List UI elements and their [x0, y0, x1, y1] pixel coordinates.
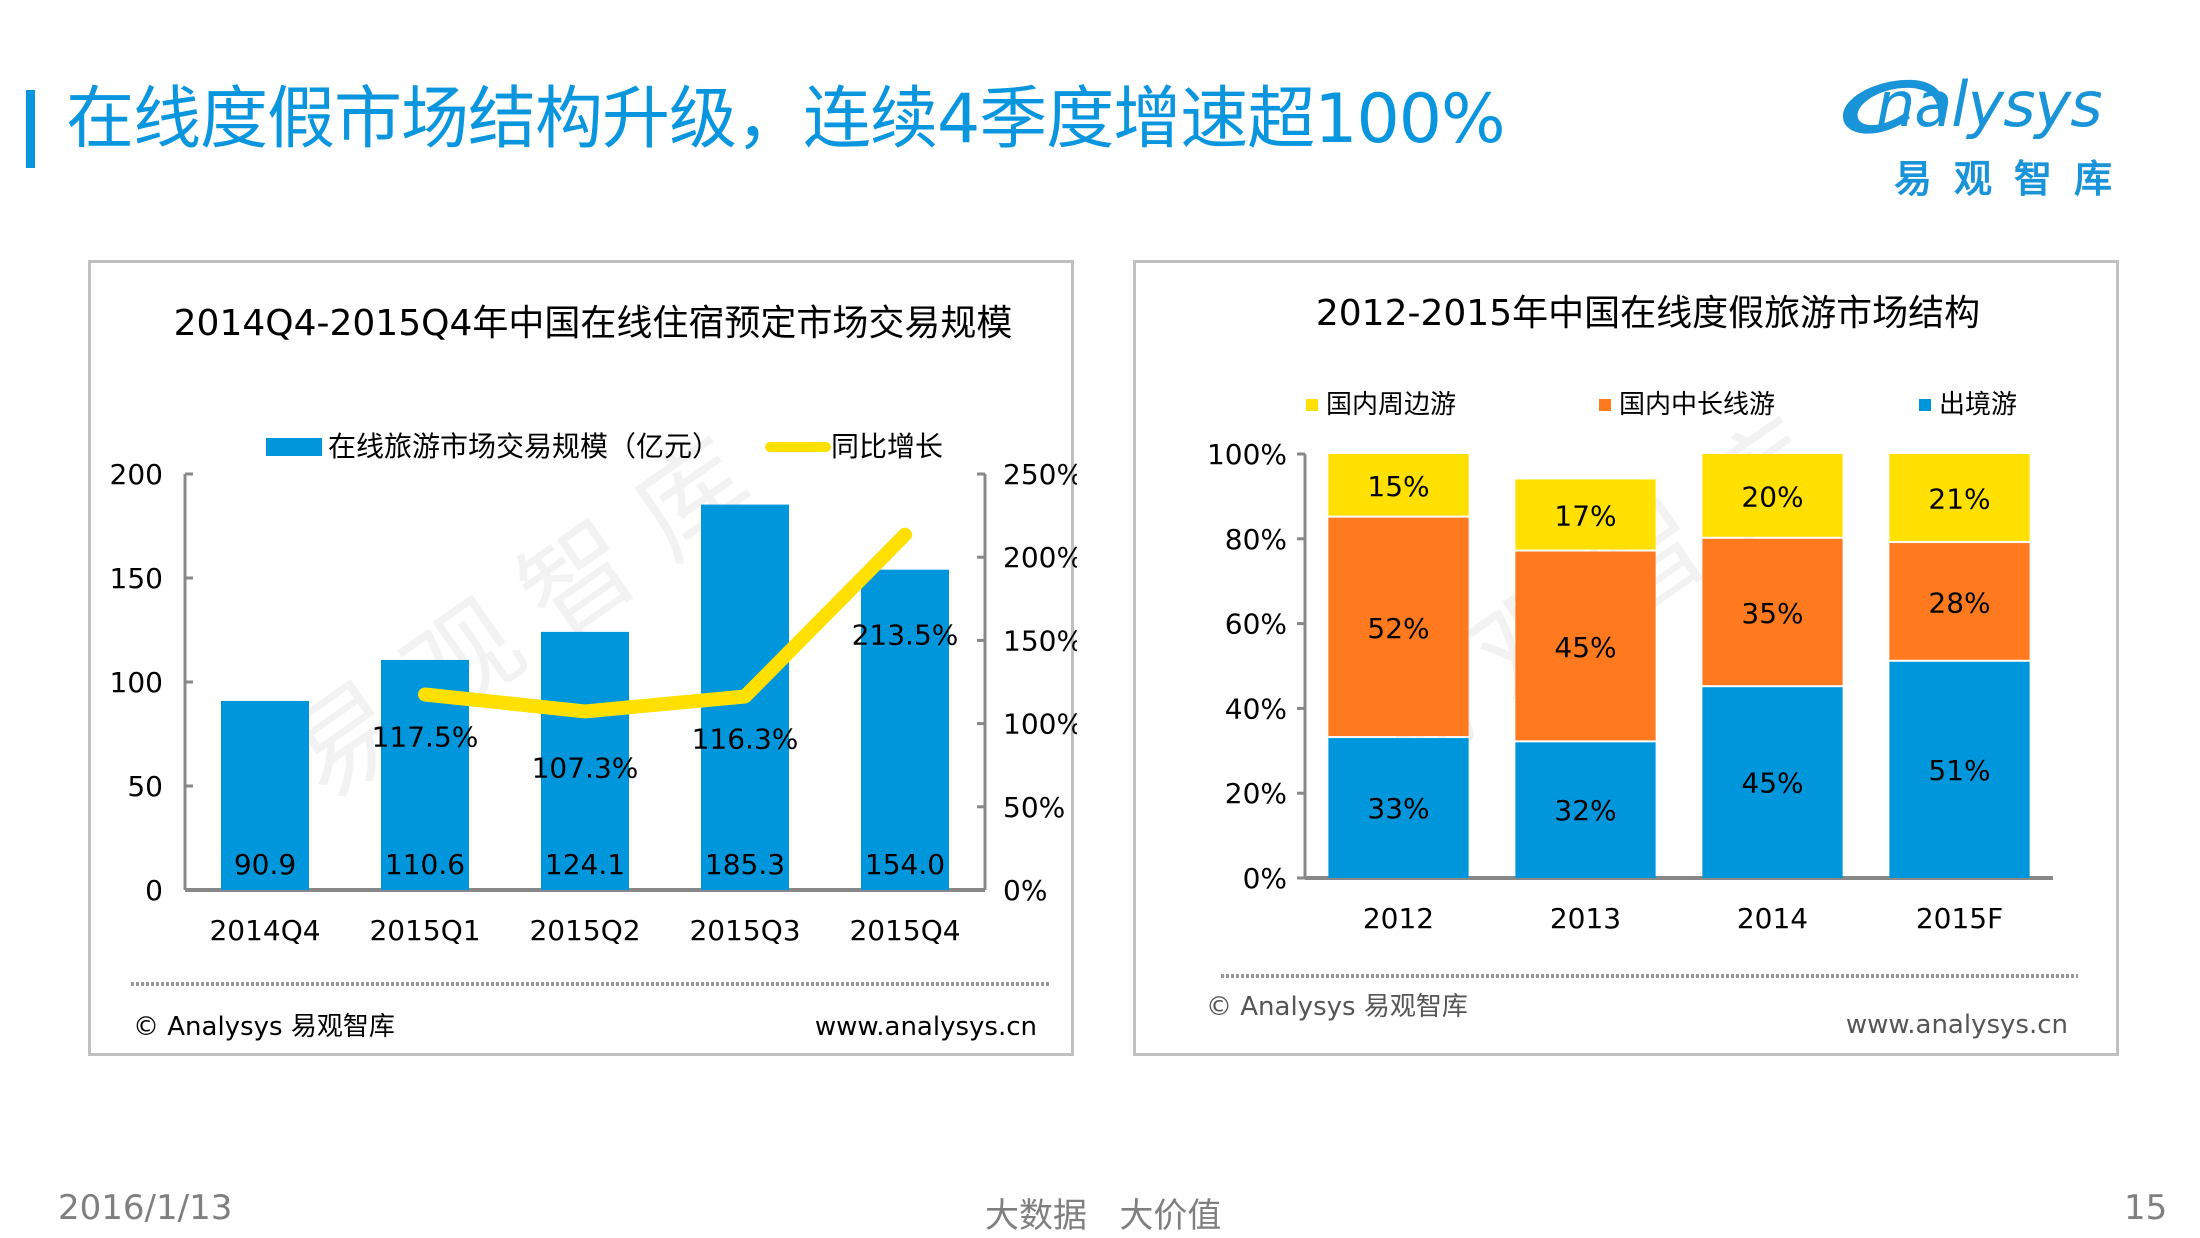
bar: [221, 700, 309, 890]
stacked-bar-segment: [1889, 454, 2030, 542]
y-tick-label-right: 50%: [1003, 791, 1065, 824]
y-tick-label-left: 50: [127, 770, 163, 803]
chart-title: 2012-2015年中国在线度假旅游市场结构: [1316, 293, 1980, 334]
x-tick-label: 2015Q1: [369, 914, 480, 947]
website-text: www.analysys.cn: [1846, 1010, 2068, 1040]
y-tick-label-right: 150%: [1003, 624, 1077, 657]
y-tick-label: 60%: [1225, 608, 1287, 641]
segment-value-label: 15%: [1367, 470, 1429, 503]
bar: [861, 569, 949, 890]
title-accent-bar: [26, 90, 35, 168]
growth-value-label: 117.5%: [372, 720, 479, 753]
chart-panel-accommodation: 易观智库 2014Q4-2015Q4年中国在线住宿预定市场交易规模 在线旅游市场…: [88, 260, 1077, 1056]
legend-label: 国内中长线游: [1619, 390, 1775, 420]
stacked-bar-segment: [1515, 479, 1656, 550]
footer-page-number: 15: [2124, 1188, 2168, 1228]
y-tick-label: 100%: [1207, 438, 1287, 471]
legend-swatch: [1599, 399, 1611, 411]
vacation-structure-chart: 易观智库 2012-2015年中国在线度假旅游市场结构 国内周边游国内中长线游出…: [1206, 293, 2078, 1040]
segment-value-label: 45%: [1554, 631, 1616, 664]
logo-swoosh-icon: [1842, 79, 1945, 134]
x-tick-label: 2015Q4: [849, 914, 960, 947]
segment-value-label: 45%: [1741, 767, 1803, 800]
stacked-bar-segment: [1889, 543, 2030, 660]
y-tick-label-left: 200: [110, 458, 163, 491]
y-tick-label: 80%: [1225, 523, 1287, 556]
stacked-bar-segment: [1328, 454, 1469, 516]
legend-swatch: [1919, 399, 1931, 411]
legend-swatch-bar: [266, 438, 322, 456]
x-tick-label: 2012: [1363, 902, 1434, 935]
y-tick-label: 0%: [1243, 862, 1287, 895]
bar-value-label: 110.6: [385, 848, 465, 881]
segment-value-label: 33%: [1367, 792, 1429, 825]
chart-panel-vacation-structure: 易观智库 2012-2015年中国在线度假旅游市场结构 国内周边游国内中长线游出…: [1133, 260, 2119, 1056]
stacked-bar-segment: [1889, 661, 2030, 878]
chart-title: 2014Q4-2015Q4年中国在线住宿预定市场交易规模: [174, 303, 1013, 344]
segment-value-label: 35%: [1741, 597, 1803, 630]
growth-value-label: 107.3%: [532, 751, 639, 784]
stacked-bar-segment: [1702, 538, 1843, 686]
copyright-text: © Analysys 易观智库: [1206, 992, 1468, 1022]
y-tick-label-right: 0%: [1003, 874, 1047, 907]
legend-swatch: [1306, 399, 1318, 411]
bar-value-label: 124.1: [545, 848, 625, 881]
segment-value-label: 52%: [1367, 612, 1429, 645]
logo-text-en: nalysys: [1876, 68, 2102, 141]
stacked-bar-segment: [1328, 738, 1469, 878]
x-tick-label: 2015Q3: [689, 914, 800, 947]
x-tick-label: 2015Q2: [529, 914, 640, 947]
y-tick-label-left: 100: [110, 666, 163, 699]
legend-label-line: 同比增长: [831, 430, 943, 463]
x-tick-label: 2014Q4: [209, 914, 320, 947]
y-tick-label-left: 150: [110, 562, 163, 595]
legend-label: 出境游: [1939, 390, 2017, 420]
stacked-bar-segment: [1702, 687, 1843, 878]
x-tick-label: 2015F: [1916, 902, 2003, 935]
growth-value-label: 213.5%: [852, 619, 959, 652]
copyright-text: © Analysys 易观智库: [133, 1012, 395, 1042]
page-title: 在线度假市场结构升级，连续4季度增速超100%: [66, 80, 1506, 159]
bar-value-label: 185.3: [705, 848, 785, 881]
segment-value-label: 28%: [1928, 586, 1990, 619]
legend: 在线旅游市场交易规模（亿元） 同比增长: [266, 430, 943, 463]
bar-value-label: 154.0: [865, 848, 945, 881]
y-tick-label: 20%: [1225, 777, 1287, 810]
y-tick-label: 40%: [1225, 692, 1287, 725]
x-tick-label: 2013: [1550, 902, 1621, 935]
accommodation-chart: 易观智库 2014Q4-2015Q4年中国在线住宿预定市场交易规模 在线旅游市场…: [110, 303, 1077, 1042]
y-tick-label-right: 250%: [1003, 458, 1077, 491]
growth-value-label: 116.3%: [692, 722, 799, 755]
analysys-logo: nalysys 易观智库: [1836, 60, 2156, 201]
segment-value-label: 32%: [1554, 794, 1616, 827]
y-tick-label-right: 100%: [1003, 708, 1077, 741]
legend-label-bar: 在线旅游市场交易规模（亿元）: [328, 430, 720, 463]
segment-value-label: 17%: [1554, 499, 1616, 532]
segment-value-label: 21%: [1928, 483, 1990, 516]
bar-value-label: 90.9: [234, 848, 296, 881]
website-text: www.analysys.cn: [815, 1012, 1037, 1042]
stacked-bar-segment: [1515, 742, 1656, 878]
stacked-bar-segment: [1328, 517, 1469, 737]
legend-label: 国内周边游: [1326, 390, 1456, 420]
x-tick-label: 2014: [1737, 902, 1808, 935]
segment-value-label: 51%: [1928, 754, 1990, 787]
stacked-bar-segment: [1702, 454, 1843, 537]
footer-date: 2016/1/13: [58, 1188, 233, 1228]
bar: [541, 631, 629, 890]
y-tick-label-right: 200%: [1003, 541, 1077, 574]
logo-text-cn: 易观智库: [1894, 157, 2135, 201]
footer-slogan: 大数据 大价值: [985, 1196, 1222, 1236]
y-tick-label-left: 0: [145, 874, 163, 907]
growth-line: [418, 527, 912, 719]
segment-value-label: 20%: [1741, 480, 1803, 513]
stacked-bar-segment: [1515, 551, 1656, 741]
